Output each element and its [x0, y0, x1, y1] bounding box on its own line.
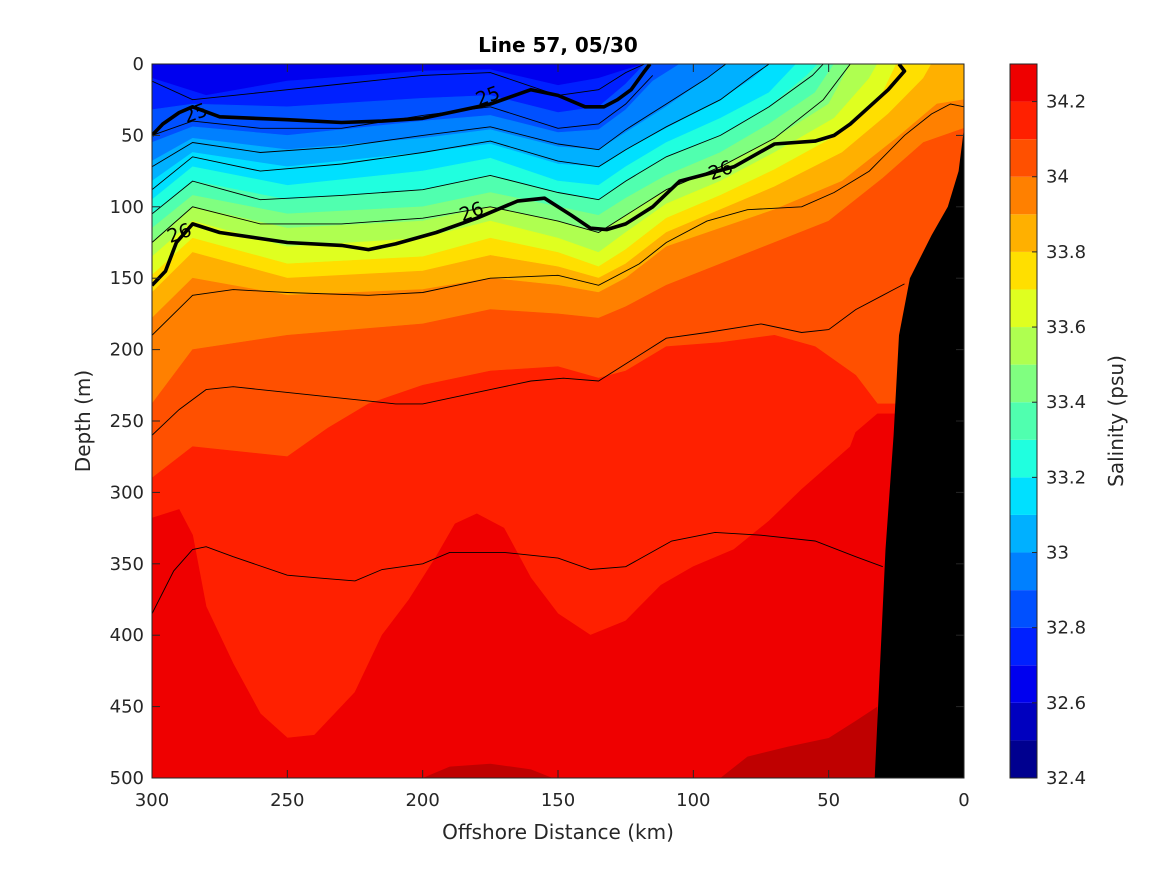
colorbar-level-2 [1010, 665, 1037, 703]
x-axis: 300 250 200 150 100 50 0 [135, 64, 970, 811]
x-tick-label: 300 [135, 790, 169, 811]
density-contour-6 [152, 103, 964, 336]
colorbar-level-11 [1010, 327, 1037, 365]
colorbar-tick-label: 32.6 [1046, 693, 1086, 714]
colorbar-tick-label: 32.4 [1046, 768, 1086, 789]
colorbar-level-6 [1010, 514, 1037, 553]
colorbar-level-18 [1010, 64, 1037, 102]
x-tick-label: 50 [817, 790, 840, 811]
colorbar-level-7 [1010, 477, 1037, 515]
bold-contour-25 [152, 64, 652, 137]
density-contour-5 [152, 64, 851, 243]
y-axis: 0 50 100 150 200 250 300 350 400 450 500 [110, 54, 964, 789]
colorbar-tick-label: 33.6 [1046, 317, 1086, 338]
chart-title: Line 57, 05/30 [478, 33, 638, 57]
colorbar-frame [1009, 63, 1038, 779]
density-contour-4 [152, 64, 824, 215]
density-contour-8 [152, 531, 883, 615]
colorbar-level-13 [1010, 251, 1037, 290]
y-tick-label: 250 [110, 411, 144, 432]
seafloor-mask [874, 128, 964, 778]
colorbar-level-0 [1010, 740, 1037, 778]
colorbar [1010, 64, 1037, 778]
colorbar-level-14 [1010, 214, 1037, 252]
bold-contour-26 [152, 64, 907, 287]
salinity-band-16 [152, 413, 964, 778]
density-contour-0 [152, 64, 645, 101]
y-tick-label: 400 [110, 625, 144, 646]
y-tick-label: 50 [121, 125, 144, 146]
y-tick-label: 500 [110, 768, 144, 789]
density-contour-7 [152, 283, 905, 436]
colorbar-tick-label: 33.8 [1046, 242, 1086, 263]
colorbar-level-4 [1010, 590, 1037, 628]
colorbar-tick-label: 33.4 [1046, 392, 1086, 413]
colorbar-level-9 [1010, 402, 1037, 440]
colorbar-level-12 [1010, 289, 1037, 328]
x-axis-label: Offshore Distance (km) [442, 820, 674, 844]
colorbar-level-15 [1010, 176, 1037, 215]
x-tick-label: 100 [676, 790, 710, 811]
deep-salinity-patch-0 [720, 706, 878, 778]
colorbar-tick-label: 32.8 [1046, 618, 1086, 639]
y-tick-label: 0 [133, 54, 144, 75]
colorbar-level-1 [1010, 702, 1037, 741]
y-tick-label: 100 [110, 197, 144, 218]
density-contour-3 [152, 64, 770, 191]
colorbar-tick-label: 34 [1046, 167, 1069, 188]
y-tick-label: 350 [110, 554, 144, 575]
colorbar-tick-label: 33 [1046, 543, 1069, 564]
x-tick-label: 150 [541, 790, 575, 811]
colorbar-level-17 [1010, 101, 1037, 140]
x-tick-label: 250 [270, 790, 304, 811]
colorbar-label: Salinity (psu) [1104, 355, 1128, 487]
y-axis-label: Depth (m) [71, 370, 95, 472]
colorbar-level-16 [1010, 139, 1037, 177]
deep-salinity-patch-1 [422, 763, 553, 778]
y-tick-label: 200 [110, 340, 144, 361]
colorbar-level-8 [1010, 439, 1037, 478]
density-contour-2 [152, 64, 727, 168]
y-tick-label: 300 [110, 482, 144, 503]
colorbar-tick-label: 33.2 [1046, 467, 1086, 488]
colorbar-tick-label: 34.2 [1046, 92, 1086, 113]
colorbar-level-3 [1010, 627, 1037, 666]
colorbar-ticks: 32.4 32.6 32.8 33 33.2 33.4 33.6 33.8 34 34.2 [1032, 92, 1086, 789]
y-tick-label: 450 [110, 697, 144, 718]
y-tick-label: 150 [110, 268, 144, 289]
x-tick-label: 0 [958, 790, 969, 811]
x-tick-label: 200 [405, 790, 439, 811]
colorbar-level-10 [1010, 364, 1037, 403]
colorbar-level-5 [1010, 552, 1037, 591]
